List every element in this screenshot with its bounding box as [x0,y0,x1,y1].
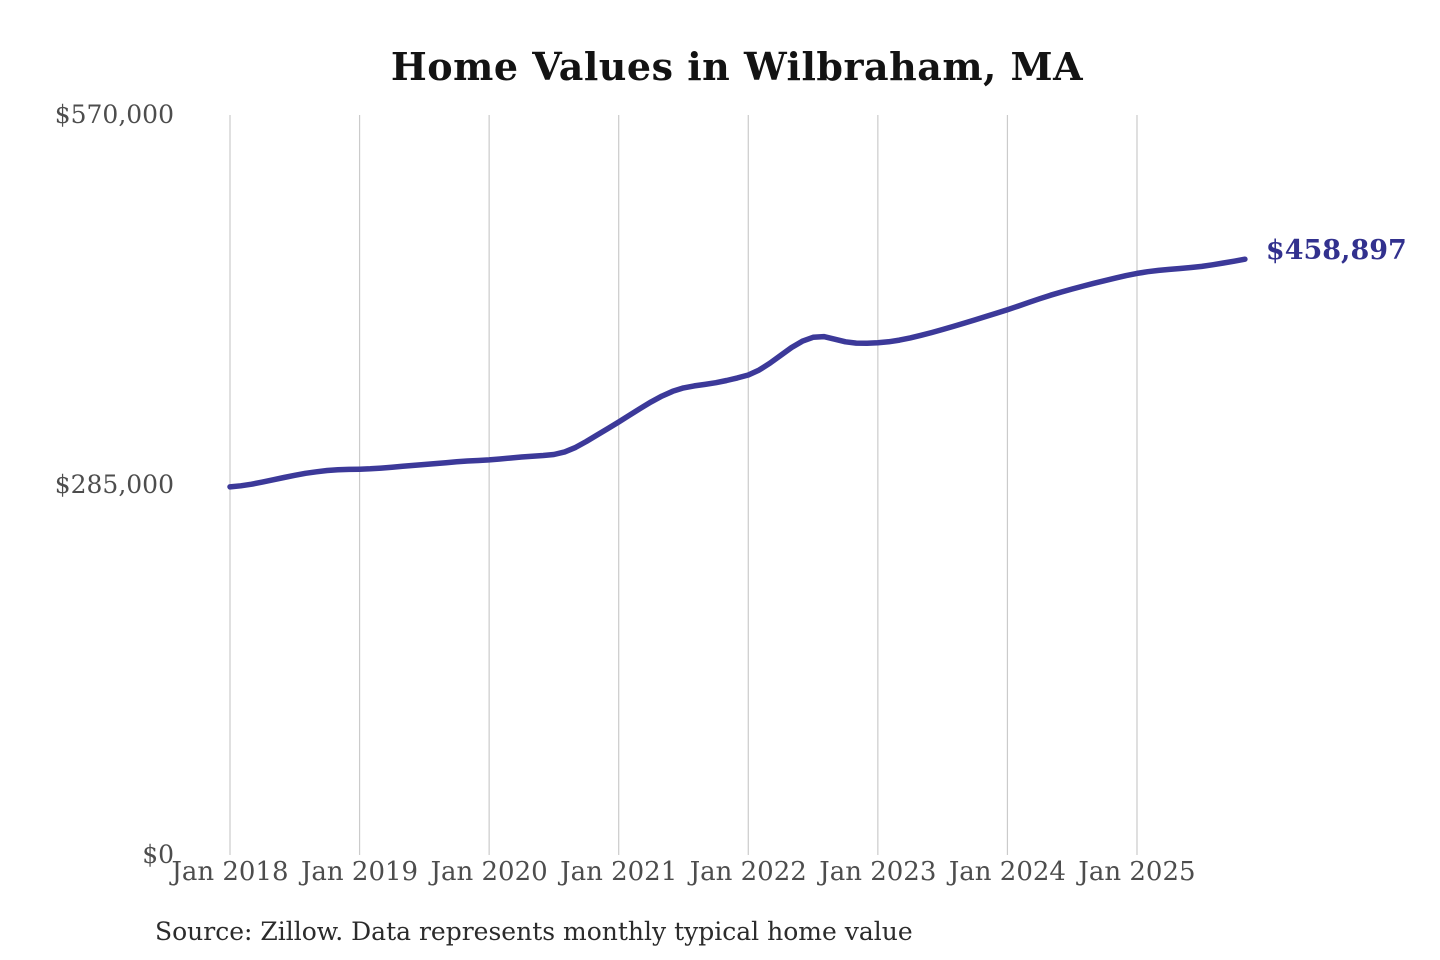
y-axis-tick-570000: $570,000 [54,100,174,129]
x-axis-tick-jan-2018: Jan 2018 [171,857,289,887]
chart-title: Home Values in Wilbraham, MA [390,44,1084,89]
x-axis-tick-jan-2019: Jan 2019 [301,857,419,887]
x-axis-tick-jan-2022: Jan 2022 [689,857,807,887]
x-axis-tick-jan-2023: Jan 2023 [819,857,937,887]
x-axis-tick-jan-2024: Jan 2024 [948,857,1066,887]
source-attribution: Source: Zillow. Data represents monthly … [155,917,913,946]
x-axis-tick-jan-2020: Jan 2020 [430,857,548,887]
y-axis-tick-285000: $285,000 [54,470,174,499]
latest-value-label: $458,897 [1265,235,1407,267]
x-axis-tick-jan-2025: Jan 2025 [1078,857,1196,887]
y-axis-tick-0: $0 [142,840,174,869]
vertical-gridlines [229,115,1138,855]
x-axis-tick-jan-2021: Jan 2021 [560,857,678,887]
home-value-line [227,256,1248,490]
